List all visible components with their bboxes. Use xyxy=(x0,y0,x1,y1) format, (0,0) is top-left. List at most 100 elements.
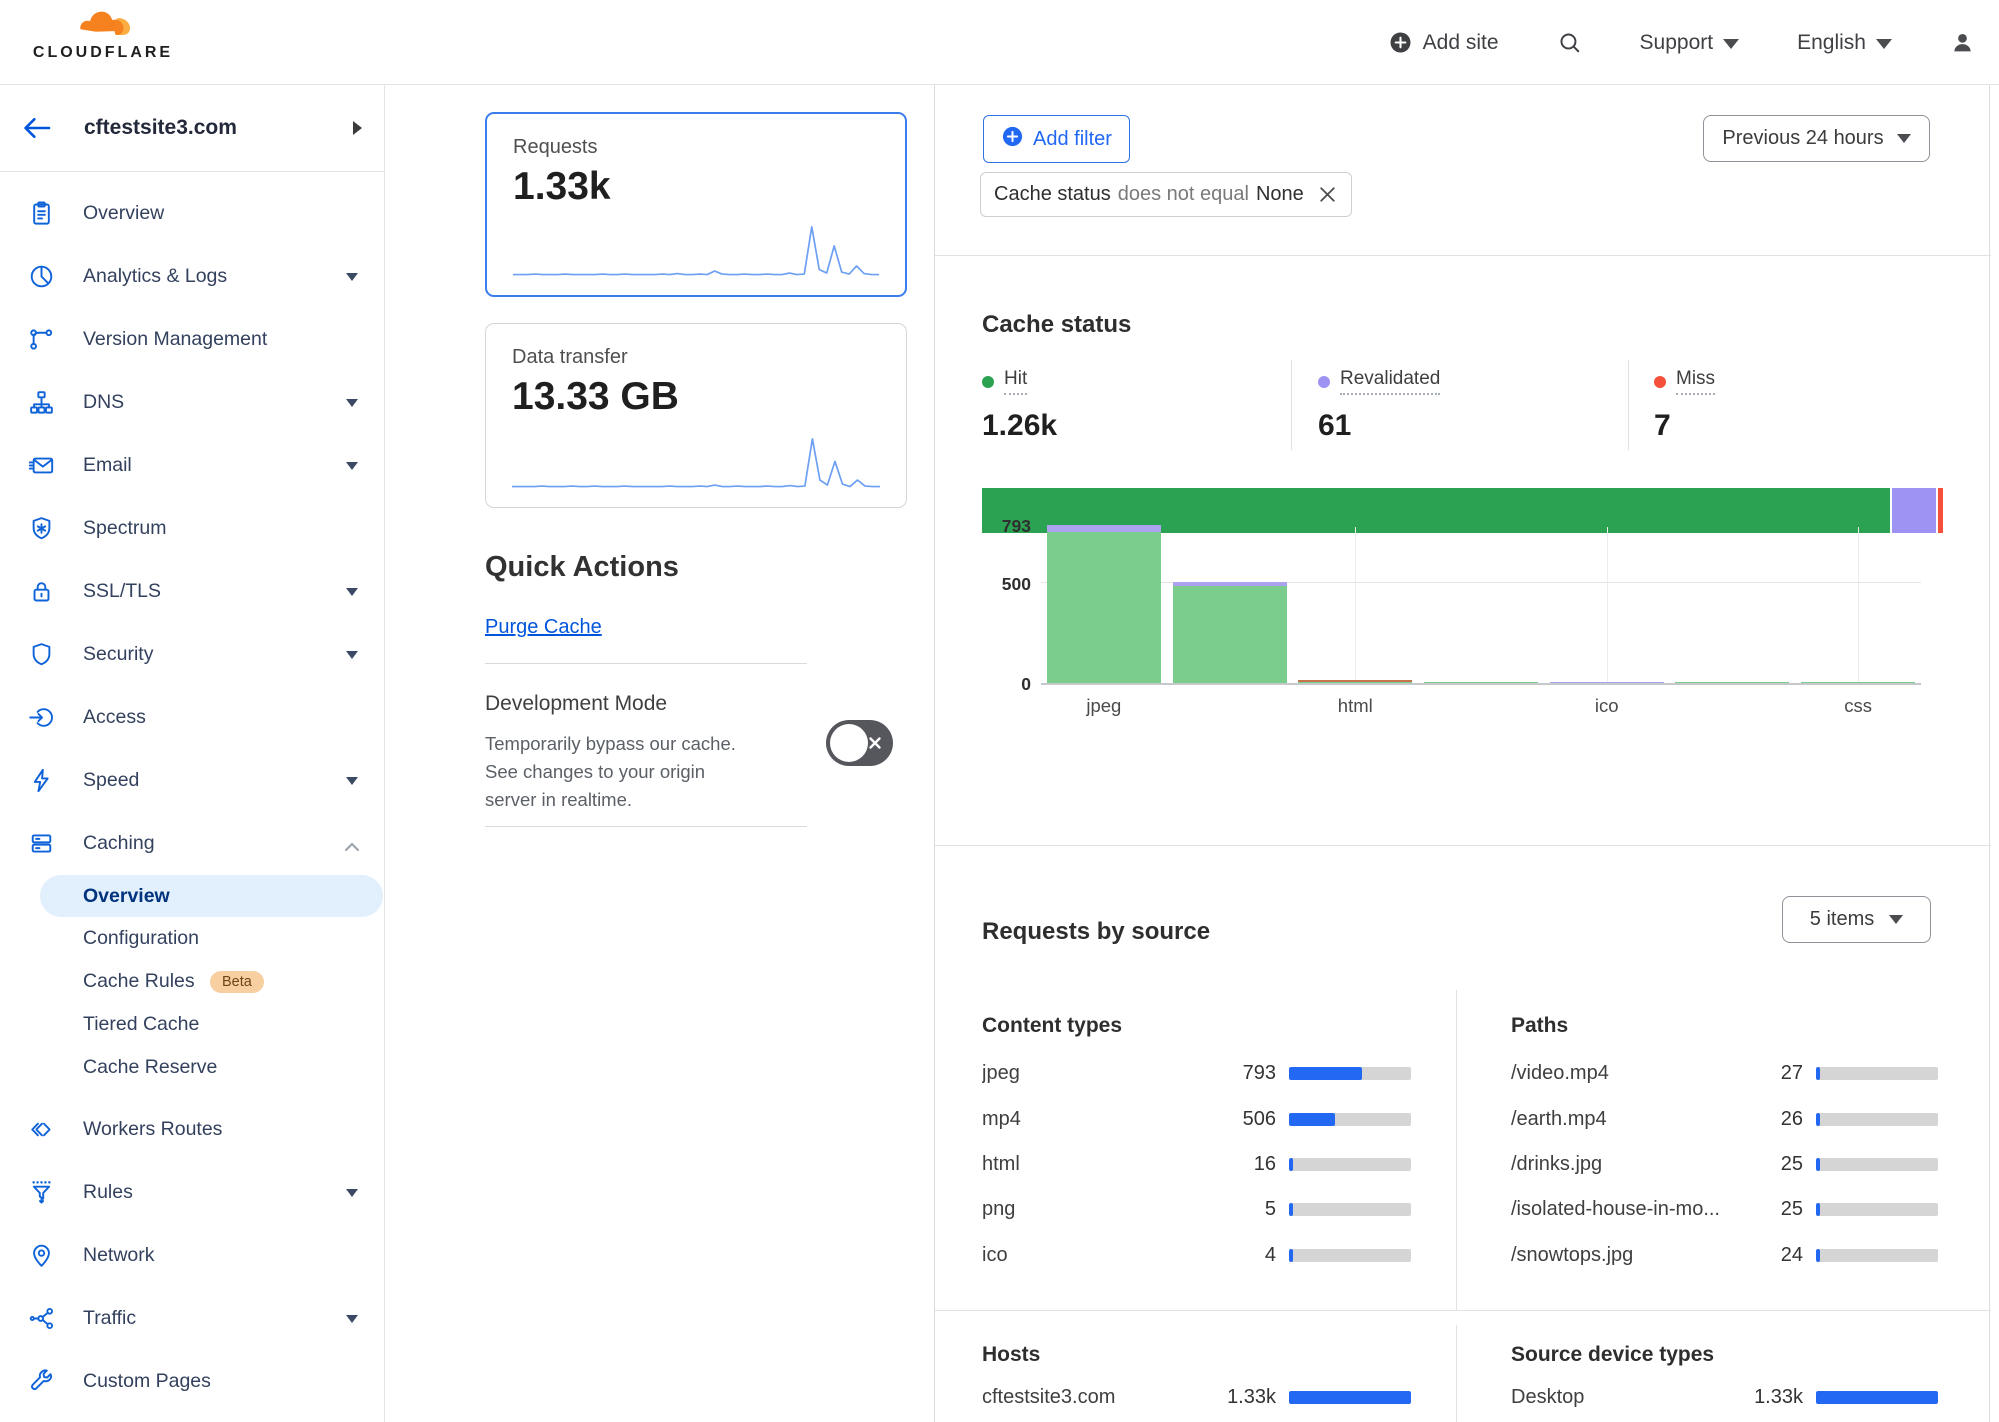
cache-status-title: Cache status xyxy=(982,311,1132,338)
divider xyxy=(485,826,807,827)
filter-chip-operator: does not equal xyxy=(1117,183,1249,205)
sidebar-item-rules[interactable]: Rules xyxy=(0,1161,384,1224)
legend-miss-label-row[interactable]: Miss xyxy=(1654,368,1954,395)
stat-bar xyxy=(1289,1112,1411,1126)
gridline xyxy=(1858,527,1860,683)
stat-bar-fill xyxy=(1289,1391,1411,1405)
stat-label: cftestsite3.com xyxy=(982,1386,1116,1409)
chevron-down-icon xyxy=(1889,915,1904,924)
sidebar-item-dns[interactable]: DNS xyxy=(0,371,384,434)
data-transfer-metric-card[interactable]: Data transfer 13.33 GB xyxy=(485,323,907,508)
stat-label: /video.mp4 xyxy=(1511,1062,1609,1085)
sidebar-item-overview[interactable]: Overview xyxy=(0,182,384,245)
search-button[interactable] xyxy=(1557,30,1582,55)
gridline xyxy=(1355,527,1357,683)
sidebar-item-email[interactable]: Email xyxy=(0,434,384,497)
requests-card-value: 1.33k xyxy=(513,165,611,208)
legend-revalidated: Revalidated 61 xyxy=(1318,368,1618,443)
sidebar-subitem-cache-reserve[interactable]: Cache Reserve xyxy=(83,1056,218,1078)
requests-card-label: Requests xyxy=(513,136,598,158)
stat-bar-fill xyxy=(1816,1112,1821,1126)
account-menu[interactable] xyxy=(1950,30,1975,55)
bar-chart-xticks: jpeg html ico css xyxy=(1041,695,1921,721)
stat-bar xyxy=(1289,1203,1411,1217)
device-types-title: Source device types xyxy=(1511,1343,1715,1366)
stat-bar-fill xyxy=(1289,1112,1336,1126)
hit-value: 1.26k xyxy=(982,409,1058,442)
sidebar-item-traffic[interactable]: Traffic xyxy=(0,1287,384,1350)
development-mode-toggle[interactable] xyxy=(826,720,893,766)
stat-value: 506 xyxy=(1242,1107,1276,1130)
filter-chip-value: None xyxy=(1255,183,1304,205)
chevron-up-icon xyxy=(344,839,360,851)
bar-css-hit xyxy=(1801,682,1916,683)
time-range-dropdown[interactable]: Previous 24 hours xyxy=(1703,115,1930,162)
sidebar-item-spectrum[interactable]: Spectrum xyxy=(0,497,384,560)
close-icon[interactable] xyxy=(1317,184,1338,205)
search-icon xyxy=(1557,30,1582,55)
sidebar-item-access[interactable]: Access xyxy=(0,686,384,749)
back-arrow-icon[interactable] xyxy=(22,116,52,140)
revalidated-dot-icon xyxy=(1318,375,1330,388)
plus-circle-icon xyxy=(1001,125,1024,154)
cloudflare-logo[interactable]: CLOUDFLARE xyxy=(18,4,188,62)
stat-value: 4 xyxy=(1264,1243,1276,1266)
support-menu[interactable]: Support xyxy=(1640,31,1740,55)
requests-sparkline-chart xyxy=(513,221,879,279)
sidebar-subitem-configuration[interactable]: Configuration xyxy=(83,927,199,949)
items-count-dropdown[interactable]: 5 items xyxy=(1782,896,1931,943)
wrench-icon xyxy=(28,1368,55,1395)
add-site-button[interactable]: Add site xyxy=(1388,30,1499,55)
shield-icon xyxy=(28,641,55,668)
data-transfer-card-label: Data transfer xyxy=(512,346,628,368)
sidebar-subitem-tiered-cache[interactable]: Tiered Cache xyxy=(83,1013,200,1035)
site-name: cftestsite3.com xyxy=(84,116,237,139)
sidebar-item-ssl-tls[interactable]: SSL/TLS xyxy=(0,560,384,623)
x-axis-tick: jpeg xyxy=(1086,695,1122,716)
plus-circle-icon xyxy=(1388,30,1413,55)
sidebar-item-security[interactable]: Security xyxy=(0,623,384,686)
filter-chip-field: Cache status xyxy=(994,183,1111,205)
sidebar-item-workers-routes[interactable]: Workers Routes xyxy=(0,1098,384,1161)
stat-bar xyxy=(1816,1391,1938,1405)
stat-bar xyxy=(1816,1157,1938,1171)
stat-label: Desktop xyxy=(1511,1386,1585,1409)
bar-chart-yticks: 0 500 793 xyxy=(935,516,1031,694)
legend-revalidated-label-row[interactable]: Revalidated xyxy=(1318,368,1618,395)
legend-label: Revalidated xyxy=(1340,368,1441,395)
cloudflare-cloud-icon xyxy=(18,4,188,46)
stat-bar-fill xyxy=(1816,1067,1821,1081)
purge-cache-link[interactable]: Purge Cache xyxy=(485,616,602,638)
stat-bar-fill xyxy=(1816,1248,1821,1262)
site-switcher-chevron-icon[interactable] xyxy=(353,121,362,135)
stat-label: /isolated-house-in-mo... xyxy=(1511,1198,1720,1221)
sidebar-item-speed[interactable]: Speed xyxy=(0,749,384,812)
email-icon xyxy=(28,452,55,479)
sidebar-item-caching[interactable]: Caching xyxy=(0,812,384,875)
revalidated-value: 61 xyxy=(1318,409,1352,442)
server-stack-icon xyxy=(28,830,55,857)
sidebar-subitem-cache-rules[interactable]: Cache Rules Beta xyxy=(0,960,384,1003)
sidebar-subitem-caching-overview[interactable]: Overview xyxy=(40,875,383,917)
sidebar-item-network[interactable]: Network xyxy=(0,1224,384,1287)
chevron-down-icon xyxy=(346,398,358,407)
bar-jpeg-revalidated xyxy=(1046,525,1161,532)
divider xyxy=(935,845,1991,846)
sidebar-item-analytics-logs[interactable]: Analytics & Logs xyxy=(0,245,384,308)
chevron-down-icon xyxy=(1876,39,1892,49)
toggle-knob xyxy=(830,724,868,762)
sidebar-item-version-management[interactable]: Version Management xyxy=(0,308,384,371)
sidebar-item-custom-pages[interactable]: Custom Pages xyxy=(0,1350,384,1413)
stat-bar-fill xyxy=(1289,1067,1363,1081)
language-menu[interactable]: English xyxy=(1797,31,1892,55)
sidebar: cftestsite3.com Overview Analytics & Log… xyxy=(0,85,385,1422)
hosts-list: cftestsite3.com 1.33k xyxy=(982,1375,1411,1420)
add-site-label: Add site xyxy=(1422,30,1499,54)
legend-hit-label-row[interactable]: Hit xyxy=(982,368,1282,395)
stat-row: mp4 506 xyxy=(982,1096,1411,1141)
stat-bar xyxy=(1289,1248,1411,1262)
add-filter-button[interactable]: Add filter xyxy=(983,115,1130,163)
stat-row: /snowtops.jpg 24 xyxy=(1511,1233,1938,1278)
quick-actions-title: Quick Actions xyxy=(485,551,679,583)
requests-metric-card[interactable]: Requests 1.33k xyxy=(485,112,907,297)
